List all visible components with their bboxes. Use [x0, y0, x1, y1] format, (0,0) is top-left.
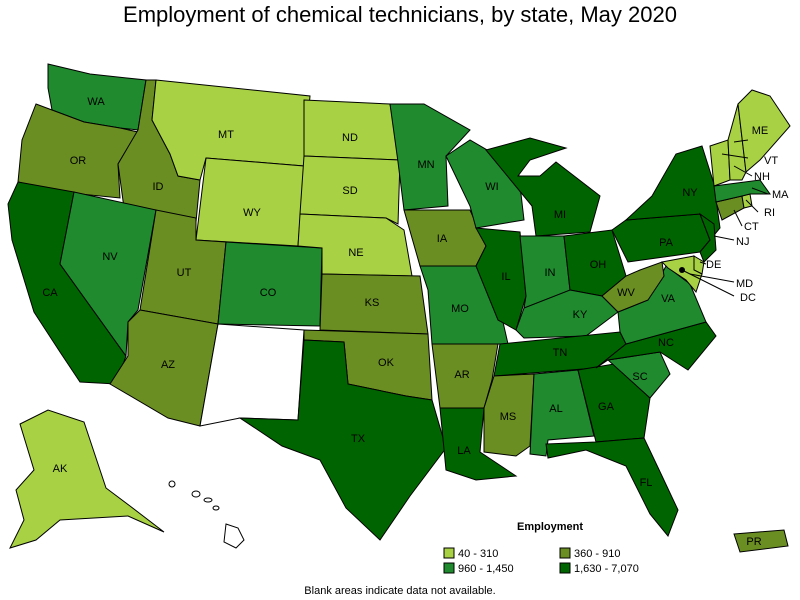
map-title: Employment of chemical technicians, by s…	[123, 2, 677, 27]
label-nj: NJ	[736, 236, 749, 248]
label-tx: TX	[351, 433, 366, 445]
label-mo: MO	[451, 303, 469, 315]
state-ga[interactable]	[577, 363, 651, 443]
label-de: DE	[706, 259, 721, 271]
legend-label-0: 40 - 310	[458, 548, 498, 560]
label-nh: NH	[754, 171, 770, 183]
state-me[interactable]	[737, 89, 791, 173]
state-co[interactable]	[217, 241, 323, 327]
label-sc: SC	[632, 371, 647, 383]
hawaii-islets	[168, 480, 220, 511]
state-wy[interactable]	[195, 157, 305, 247]
legend-swatch-3	[559, 562, 571, 574]
label-ms: MS	[500, 411, 517, 423]
state-nd[interactable]	[303, 99, 401, 161]
label-ks: KS	[365, 297, 380, 309]
label-mt: MT	[218, 129, 234, 141]
state-sd[interactable]	[299, 155, 401, 225]
legend-swatch-2	[443, 562, 455, 574]
label-ky: KY	[573, 309, 588, 321]
label-ma: MA	[772, 189, 789, 201]
legend-title: Employment	[517, 521, 583, 533]
legend-swatch-1	[559, 547, 571, 559]
label-nv: NV	[102, 251, 118, 263]
label-az: AZ	[161, 359, 175, 371]
label-ny: NY	[682, 187, 698, 199]
label-nd: ND	[342, 132, 358, 144]
state-vt[interactable]	[709, 139, 731, 187]
state-ak[interactable]	[9, 409, 165, 549]
label-vt: VT	[764, 155, 778, 167]
label-wa: WA	[87, 96, 105, 108]
label-or: OR	[70, 155, 87, 167]
label-wi: WI	[485, 181, 498, 193]
state-tx[interactable]	[238, 339, 447, 541]
label-dc: DC	[740, 292, 756, 304]
legend-swatch-0	[443, 547, 455, 559]
state-labels: WA OR CA ID NV MT WY UT AZ CO ND SD NE K…	[42, 96, 789, 548]
label-id: ID	[153, 181, 164, 193]
label-oh: OH	[590, 259, 607, 271]
label-wv: WV	[617, 287, 635, 299]
legend-label-1: 360 - 910	[574, 548, 620, 560]
leader-lines	[681, 139, 769, 297]
label-va: VA	[661, 293, 676, 305]
label-ia: IA	[437, 233, 448, 245]
label-pa: PA	[659, 237, 674, 249]
state-md[interactable]	[660, 255, 703, 294]
label-al: AL	[549, 403, 562, 415]
label-mn: MN	[417, 159, 434, 171]
state-fl[interactable]	[545, 437, 679, 537]
label-fl: FL	[640, 477, 653, 489]
state-wv[interactable]	[601, 261, 665, 313]
label-tn: TN	[553, 347, 568, 359]
label-il: IL	[501, 271, 510, 283]
label-ar: AR	[454, 369, 469, 381]
state-hi[interactable]	[223, 523, 245, 549]
label-la: LA	[457, 445, 471, 457]
label-md: MD	[736, 278, 753, 290]
state-ma[interactable]	[713, 179, 771, 203]
label-ca: CA	[42, 287, 58, 299]
label-ut: UT	[177, 267, 192, 279]
legend-label-2: 960 - 1,450	[458, 563, 514, 575]
label-ri: RI	[764, 207, 775, 219]
label-in: IN	[545, 267, 556, 279]
legend: Employment 40 - 310 360 - 910 960 - 1,45…	[443, 521, 639, 575]
states-layer	[7, 63, 791, 553]
label-me: ME	[752, 125, 769, 137]
label-ne: NE	[348, 247, 363, 259]
state-pr[interactable]	[733, 529, 789, 553]
label-nc: NC	[658, 337, 674, 349]
label-ga: GA	[598, 401, 615, 413]
state-mi[interactable]	[485, 137, 601, 237]
label-ct: CT	[744, 221, 759, 233]
state-nm[interactable]	[199, 323, 305, 427]
legend-label-3: 1,630 - 7,070	[574, 563, 639, 575]
label-ak: AK	[53, 463, 68, 475]
label-pr: PR	[746, 536, 761, 548]
label-co: CO	[260, 287, 277, 299]
label-wy: WY	[243, 207, 261, 219]
label-ok: OK	[378, 357, 395, 369]
label-sd: SD	[342, 185, 357, 197]
state-mn[interactable]	[389, 103, 471, 211]
footnote: Blank areas indicate data not available.	[304, 585, 495, 597]
label-mi: MI	[554, 209, 566, 221]
